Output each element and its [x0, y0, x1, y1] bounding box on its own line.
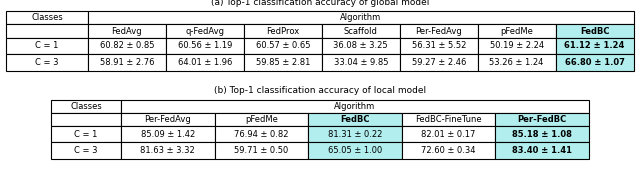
Text: Classes: Classes — [31, 13, 63, 22]
Text: Per-FedAvg: Per-FedAvg — [415, 26, 462, 35]
Text: q-FedAvg: q-FedAvg — [186, 26, 225, 35]
Bar — [244, 24, 322, 38]
Text: 36.08 ± 3.25: 36.08 ± 3.25 — [333, 41, 388, 50]
Bar — [121, 113, 214, 126]
Bar — [214, 113, 308, 126]
Text: C = 3: C = 3 — [74, 146, 98, 155]
Text: 65.05 ± 1.00: 65.05 ± 1.00 — [328, 146, 382, 155]
Text: pFedMe: pFedMe — [245, 115, 278, 124]
Bar — [214, 142, 308, 159]
Bar — [495, 126, 589, 142]
Text: 50.19 ± 2.24: 50.19 ± 2.24 — [490, 41, 544, 50]
Text: C = 3: C = 3 — [35, 58, 59, 67]
Bar — [121, 100, 589, 113]
Bar — [6, 11, 88, 24]
Text: pFedMe: pFedMe — [500, 26, 533, 35]
Text: Scaffold: Scaffold — [344, 26, 378, 35]
Text: Classes: Classes — [70, 102, 102, 111]
Text: 72.60 ± 0.34: 72.60 ± 0.34 — [421, 146, 476, 155]
Text: Per-FedAvg: Per-FedAvg — [145, 115, 191, 124]
Text: 53.26 ± 1.24: 53.26 ± 1.24 — [490, 58, 544, 67]
Bar — [6, 38, 88, 54]
Bar — [166, 54, 244, 71]
Text: C = 1: C = 1 — [74, 130, 98, 139]
Text: 61.12 ± 1.24: 61.12 ± 1.24 — [564, 41, 625, 50]
Bar — [166, 38, 244, 54]
Text: 83.40 ± 1.41: 83.40 ± 1.41 — [512, 146, 572, 155]
Bar — [51, 126, 121, 142]
Bar — [495, 113, 589, 126]
Bar — [6, 24, 88, 38]
Text: 58.91 ± 2.76: 58.91 ± 2.76 — [100, 58, 154, 67]
Bar — [400, 54, 477, 71]
Bar — [308, 126, 402, 142]
Bar — [495, 142, 589, 159]
Text: 56.31 ± 5.52: 56.31 ± 5.52 — [412, 41, 466, 50]
Bar — [556, 54, 634, 71]
Text: 81.31 ± 0.22: 81.31 ± 0.22 — [328, 130, 382, 139]
Text: 82.01 ± 0.17: 82.01 ± 0.17 — [421, 130, 476, 139]
Text: Algorithm: Algorithm — [340, 13, 381, 22]
Text: Algorithm: Algorithm — [334, 102, 376, 111]
Bar — [400, 24, 477, 38]
Bar — [477, 24, 556, 38]
Text: 60.57 ± 0.65: 60.57 ± 0.65 — [255, 41, 310, 50]
Text: C = 1: C = 1 — [35, 41, 59, 50]
Text: (b) Top-1 classification accuracy of local model: (b) Top-1 classification accuracy of loc… — [214, 86, 426, 95]
Bar — [214, 126, 308, 142]
Bar — [51, 100, 121, 113]
Text: 59.85 ± 2.81: 59.85 ± 2.81 — [255, 58, 310, 67]
Bar — [121, 142, 214, 159]
Text: 66.80 ± 1.07: 66.80 ± 1.07 — [564, 58, 625, 67]
Bar — [88, 54, 166, 71]
Bar — [477, 54, 556, 71]
Bar — [322, 54, 400, 71]
Bar — [308, 142, 402, 159]
Text: 33.04 ± 9.85: 33.04 ± 9.85 — [333, 58, 388, 67]
Text: 60.56 ± 1.19: 60.56 ± 1.19 — [178, 41, 232, 50]
Text: 85.09 ± 1.42: 85.09 ± 1.42 — [141, 130, 195, 139]
Text: 60.82 ± 0.85: 60.82 ± 0.85 — [100, 41, 154, 50]
Text: 59.71 ± 0.50: 59.71 ± 0.50 — [234, 146, 289, 155]
Bar — [51, 113, 121, 126]
Bar — [244, 38, 322, 54]
Bar — [88, 24, 166, 38]
Text: FedBC: FedBC — [580, 26, 609, 35]
Bar — [121, 126, 214, 142]
Bar — [402, 126, 495, 142]
Text: 76.94 ± 0.82: 76.94 ± 0.82 — [234, 130, 289, 139]
Text: (a) Top-1 classification accuracy of global model: (a) Top-1 classification accuracy of glo… — [211, 0, 429, 7]
Bar — [400, 38, 477, 54]
Bar — [322, 24, 400, 38]
Bar — [88, 11, 634, 24]
Text: Per-FedBC: Per-FedBC — [517, 115, 566, 124]
Text: 85.18 ± 1.08: 85.18 ± 1.08 — [512, 130, 572, 139]
Text: FedBC: FedBC — [340, 115, 370, 124]
Bar — [6, 54, 88, 71]
Bar — [51, 142, 121, 159]
Text: 81.63 ± 3.32: 81.63 ± 3.32 — [141, 146, 195, 155]
Bar — [402, 113, 495, 126]
Text: FedBC-FineTune: FedBC-FineTune — [415, 115, 482, 124]
Bar — [244, 54, 322, 71]
Bar — [322, 38, 400, 54]
Bar — [88, 38, 166, 54]
Bar — [556, 38, 634, 54]
Bar — [556, 24, 634, 38]
Text: FedProx: FedProx — [266, 26, 300, 35]
Bar — [166, 24, 244, 38]
Bar — [308, 113, 402, 126]
Text: 64.01 ± 1.96: 64.01 ± 1.96 — [178, 58, 232, 67]
Bar — [477, 38, 556, 54]
Text: FedAvg: FedAvg — [111, 26, 142, 35]
Text: 59.27 ± 2.46: 59.27 ± 2.46 — [412, 58, 466, 67]
Bar — [402, 142, 495, 159]
